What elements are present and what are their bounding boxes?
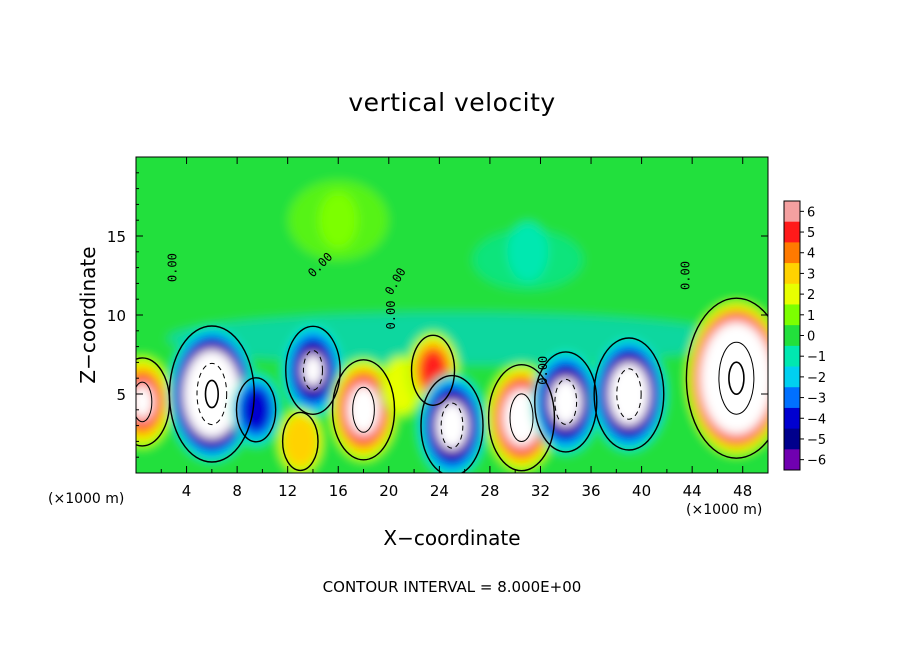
field-blob xyxy=(283,416,318,467)
x-tick-label: 16 xyxy=(329,482,348,500)
field-blob xyxy=(700,322,768,434)
x-tick-label: 36 xyxy=(581,482,600,500)
core-contour xyxy=(204,379,219,409)
colorbar-tick-label: −2 xyxy=(807,371,826,386)
core-contour xyxy=(728,361,745,396)
zero-contour xyxy=(168,325,255,463)
inner-contour xyxy=(718,341,755,415)
colorbar-tick-label: −4 xyxy=(807,412,826,427)
colorbar-swatch xyxy=(784,449,800,471)
x-tick-label: 4 xyxy=(182,482,192,500)
colorbar-swatch xyxy=(784,304,800,326)
field-blob xyxy=(436,401,468,450)
inner-contour xyxy=(302,350,323,391)
x-unit-label-right: (×1000 m) xyxy=(686,502,763,518)
contour-label: 0.00 xyxy=(679,261,693,290)
contour-interval-note: CONTOUR INTERVAL = 8.000E+00 xyxy=(322,578,582,596)
y-axis-ticks: 5 10 15 xyxy=(107,172,768,458)
field-blob xyxy=(608,363,649,425)
field-blob xyxy=(183,350,241,438)
colorbar-tick-label: 3 xyxy=(807,267,815,282)
colorbar-tick-label: 1 xyxy=(807,309,815,324)
zero-contour xyxy=(593,337,665,451)
zero-contour xyxy=(235,377,277,443)
colorbar-swatch xyxy=(784,221,800,243)
x-unit-label-left: (×1000 m) xyxy=(48,491,125,507)
colorbar-tick-label: 4 xyxy=(807,247,815,262)
colorbar-swatch xyxy=(784,201,800,223)
inner-contour xyxy=(554,378,578,425)
chart-title: vertical velocity xyxy=(348,88,556,117)
field-blob xyxy=(136,386,153,418)
x-tick-label: 40 xyxy=(632,482,651,500)
x-tick-label: 48 xyxy=(733,482,752,500)
inner-contour xyxy=(440,402,464,449)
y-tick-label: 5 xyxy=(116,386,126,404)
colorbar-swatch xyxy=(784,325,800,347)
inner-contour xyxy=(509,393,534,443)
colorbar-swatch xyxy=(784,387,800,409)
contour-label: 0.00 xyxy=(384,301,398,330)
colorbar-tick-label: −6 xyxy=(807,454,826,469)
field-blob xyxy=(318,191,358,249)
field-blob xyxy=(302,354,324,386)
colorbar-tick-label: 0 xyxy=(807,330,815,345)
colorbar-swatch xyxy=(784,263,800,285)
field-blob xyxy=(240,387,272,433)
colorbar: 6 5 4 3 2 1 0 −1 −2 −3 −4 −5 −6 xyxy=(783,200,826,471)
colorbar-tick-label: −3 xyxy=(807,392,826,407)
velocity-field xyxy=(136,157,768,473)
contour-label: 0.00 xyxy=(165,253,179,282)
zero-contour xyxy=(331,359,396,461)
colorbar-tick-label: 2 xyxy=(807,288,815,303)
x-tick-label: 44 xyxy=(683,482,702,500)
x-tick-label: 20 xyxy=(379,482,398,500)
colorbar-swatch xyxy=(784,242,800,264)
contour-label: 0.00 xyxy=(536,356,550,385)
x-axis-label: X−coordinate xyxy=(383,526,521,550)
colorbar-swatch xyxy=(784,283,800,305)
colorbar-tick-label: −5 xyxy=(807,433,826,448)
inner-contour xyxy=(352,386,375,433)
zero-contour xyxy=(281,411,319,472)
zero-contour xyxy=(685,297,768,459)
contour-lines xyxy=(136,297,768,473)
colorbar-swatch xyxy=(784,345,800,368)
field-blob xyxy=(348,386,379,434)
y-tick-label: 10 xyxy=(107,307,126,325)
colorbar-swatch xyxy=(784,428,800,450)
colorbar-swatch xyxy=(784,366,800,388)
zero-contour xyxy=(487,364,556,472)
zero-contour xyxy=(420,374,484,473)
x-tick-label: 24 xyxy=(430,482,449,500)
x-axis-ticks: 4 8 12 16 20 24 28 32 36 40 44 48 xyxy=(160,157,752,500)
x-tick-label: 32 xyxy=(531,482,550,500)
y-tick-label: 15 xyxy=(107,228,126,246)
x-tick-label: 12 xyxy=(278,482,297,500)
zero-contour xyxy=(285,325,341,415)
inner-contour xyxy=(136,381,153,423)
field-blob xyxy=(550,378,582,426)
field-blob xyxy=(507,221,549,282)
colorbar-tick-label: 5 xyxy=(807,226,815,241)
colorbar-tick-label: 6 xyxy=(807,205,815,220)
colorbar-swatch xyxy=(784,407,800,430)
x-tick-label: 8 xyxy=(232,482,242,500)
zero-contour xyxy=(410,334,456,406)
field-blob xyxy=(503,390,540,446)
x-tick-label: 28 xyxy=(480,482,499,500)
colorbar-tick-label: −1 xyxy=(807,350,826,365)
zero-contour xyxy=(534,351,598,453)
inner-contour xyxy=(196,362,228,426)
inner-contour xyxy=(616,368,642,420)
